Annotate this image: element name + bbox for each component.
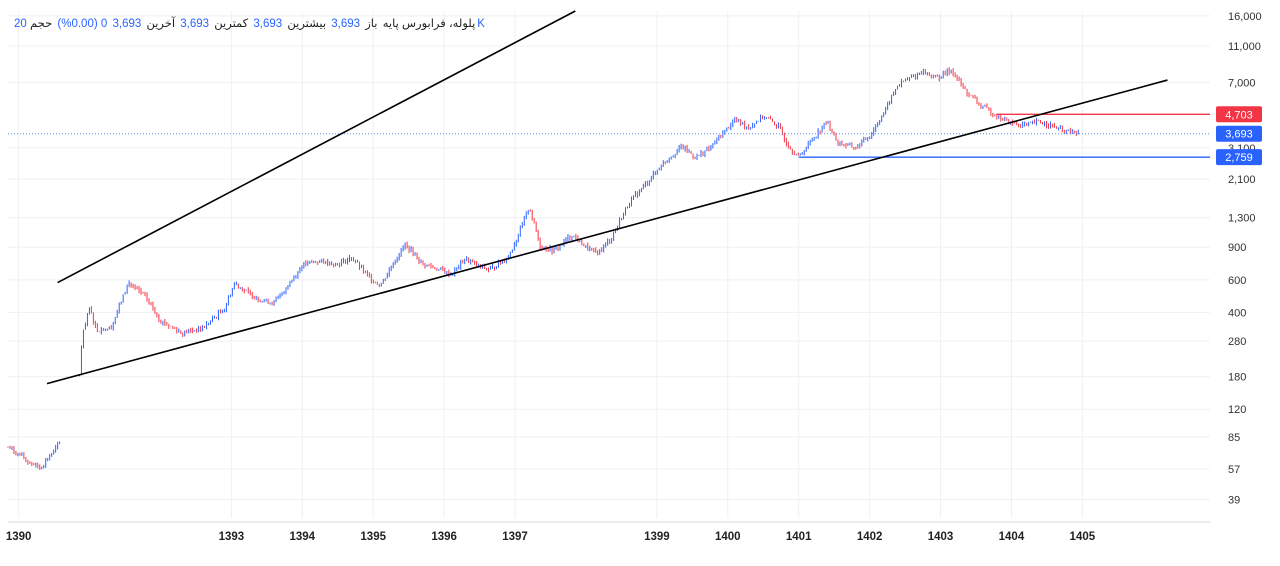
symbol-name: پلوله، فرابورس پایه <box>382 18 476 30</box>
change-value: 0 (0.00%) <box>57 18 108 30</box>
x-tick-label: 1397 <box>502 531 528 543</box>
low-label: کمترین <box>214 18 249 30</box>
high-value: 3,693 <box>253 18 283 30</box>
y-tick-label: 16,000 <box>1228 11 1262 23</box>
open-label: باز <box>365 18 378 30</box>
support-tag-label: 2,759 <box>1225 152 1253 164</box>
x-tick-label: 1404 <box>999 531 1025 543</box>
y-tick-label: 2,100 <box>1228 174 1256 186</box>
y-tick-label: 400 <box>1228 307 1246 319</box>
high-label: بیشترین <box>287 18 327 30</box>
low-value: 3,693 <box>180 18 210 30</box>
y-tick-label: 280 <box>1228 336 1246 348</box>
grid <box>8 11 1210 518</box>
current-tag-label: 3,693 <box>1225 129 1253 141</box>
x-tick-label: 1402 <box>857 531 883 543</box>
x-tick-label: 1393 <box>219 531 245 543</box>
y-tick-label: 600 <box>1228 275 1246 287</box>
y-tick-label: 900 <box>1228 242 1246 254</box>
y-tick-label: 120 <box>1228 404 1246 416</box>
trendline-upper-channel <box>57 10 576 284</box>
last-label: آخرین <box>146 18 176 30</box>
last-value: 3,693 <box>112 18 142 30</box>
x-tick-label: 1401 <box>786 531 812 543</box>
x-tick-label: 1400 <box>715 531 741 543</box>
y-tick-label: 7,000 <box>1228 77 1256 89</box>
x-tick-label: 1394 <box>289 531 315 543</box>
open-value: 3,693 <box>331 18 361 30</box>
y-tick-label: 180 <box>1228 372 1246 384</box>
trendlines[interactable] <box>46 10 1168 385</box>
candles <box>7 67 1079 470</box>
x-tick-label: 1403 <box>928 531 954 543</box>
x-tick-label: 1396 <box>431 531 457 543</box>
legend: پلوله، فرابورس پایه باز 3,693 بیشترین 3,… <box>14 16 487 30</box>
x-tick-label: 1390 <box>6 531 32 543</box>
x-axis[interactable]: 1390 1393 1394 1395 1396 1397 1399 1400 1401 1402… <box>6 521 1210 543</box>
y-tick-label: 11,000 <box>1228 41 1261 53</box>
x-tick-label: 1399 <box>644 531 670 543</box>
x-tick-label: 1395 <box>360 531 386 543</box>
volume-label: حجم <box>30 18 53 30</box>
y-tick-label: 1,300 <box>1228 213 1256 225</box>
volume-value: 20K <box>14 18 485 30</box>
resistance-tag <box>1216 106 1262 123</box>
current-tag <box>1216 125 1262 142</box>
trendline-lower-channel <box>46 79 1168 385</box>
y-tick-label: 39 <box>1228 495 1240 507</box>
y-tick-label: 85 <box>1228 432 1240 444</box>
y-axis[interactable]: 3957851201802804006009001,3002,1003,1007… <box>1228 11 1262 507</box>
y-tick-label: 57 <box>1228 464 1240 476</box>
support-tag <box>1216 149 1262 166</box>
price-levels <box>8 113 1210 158</box>
resistance-tag-label: 4,703 <box>1225 109 1253 121</box>
x-tick-label: 1405 <box>1070 531 1096 543</box>
